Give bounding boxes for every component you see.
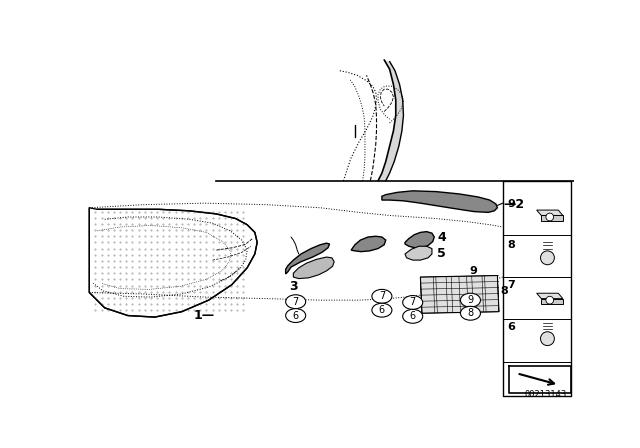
- Polygon shape: [293, 257, 334, 279]
- Polygon shape: [541, 215, 563, 221]
- Text: 9: 9: [508, 199, 515, 209]
- Text: 6: 6: [410, 311, 416, 321]
- Ellipse shape: [285, 309, 306, 323]
- Text: 8: 8: [508, 240, 515, 250]
- Text: 7: 7: [292, 297, 299, 307]
- Text: 8: 8: [500, 286, 508, 296]
- Circle shape: [541, 251, 554, 265]
- Text: —2: —2: [504, 198, 525, 211]
- Ellipse shape: [372, 289, 392, 303]
- Text: 7: 7: [379, 291, 385, 302]
- Ellipse shape: [403, 296, 422, 310]
- Text: 5: 5: [437, 247, 446, 260]
- Circle shape: [546, 296, 554, 304]
- Text: 6: 6: [292, 310, 299, 321]
- Polygon shape: [285, 243, 330, 274]
- Polygon shape: [382, 191, 497, 212]
- Ellipse shape: [403, 310, 422, 323]
- Text: 8: 8: [467, 308, 474, 318]
- Ellipse shape: [460, 306, 481, 320]
- Circle shape: [546, 213, 554, 221]
- Polygon shape: [541, 299, 563, 304]
- Ellipse shape: [372, 303, 392, 317]
- Text: 7: 7: [410, 297, 416, 307]
- Text: 9: 9: [467, 295, 474, 305]
- Ellipse shape: [460, 293, 481, 307]
- Polygon shape: [405, 232, 435, 248]
- Text: 7: 7: [508, 280, 515, 290]
- Polygon shape: [351, 236, 386, 252]
- Text: 4: 4: [437, 231, 446, 244]
- Polygon shape: [537, 293, 563, 299]
- Text: 9: 9: [470, 266, 477, 276]
- Circle shape: [541, 332, 554, 345]
- Ellipse shape: [285, 295, 306, 309]
- Polygon shape: [378, 60, 403, 181]
- Text: 6: 6: [379, 305, 385, 315]
- Polygon shape: [405, 246, 432, 260]
- Text: 3: 3: [289, 280, 298, 293]
- Polygon shape: [420, 276, 499, 313]
- Polygon shape: [537, 210, 563, 215]
- Polygon shape: [90, 208, 257, 317]
- Text: 6: 6: [508, 322, 515, 332]
- Text: 1—: 1—: [193, 309, 214, 322]
- Text: 00213143: 00213143: [524, 390, 566, 399]
